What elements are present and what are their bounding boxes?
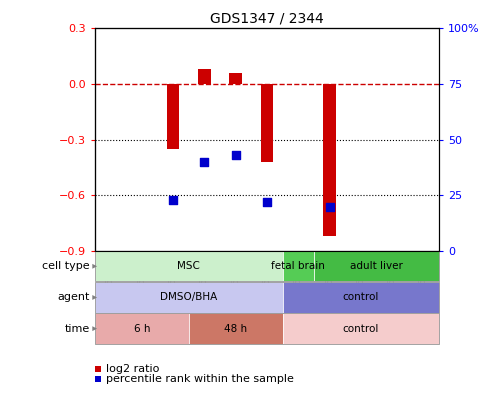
Text: DMSO/BHA: DMSO/BHA <box>160 292 218 303</box>
Text: percentile rank within the sample: percentile rank within the sample <box>106 374 294 384</box>
Text: control: control <box>343 324 379 334</box>
Text: adult liver: adult liver <box>350 261 403 271</box>
Text: agent: agent <box>57 292 90 303</box>
Point <box>263 199 271 205</box>
Text: time: time <box>64 324 90 334</box>
Text: 48 h: 48 h <box>224 324 247 334</box>
Bar <box>198 69 211 84</box>
Bar <box>230 73 242 84</box>
Text: 6 h: 6 h <box>134 324 150 334</box>
Title: GDS1347 / 2344: GDS1347 / 2344 <box>210 12 324 26</box>
Point <box>232 152 240 158</box>
Text: log2 ratio: log2 ratio <box>106 364 159 374</box>
Text: fetal brain: fetal brain <box>271 261 325 271</box>
Text: MSC: MSC <box>177 261 200 271</box>
Bar <box>167 84 179 149</box>
Text: control: control <box>343 292 379 303</box>
Point <box>325 203 333 210</box>
Point <box>169 196 177 203</box>
Point <box>201 159 209 165</box>
Bar <box>260 84 273 162</box>
Bar <box>323 84 336 236</box>
Text: cell type: cell type <box>42 261 90 271</box>
